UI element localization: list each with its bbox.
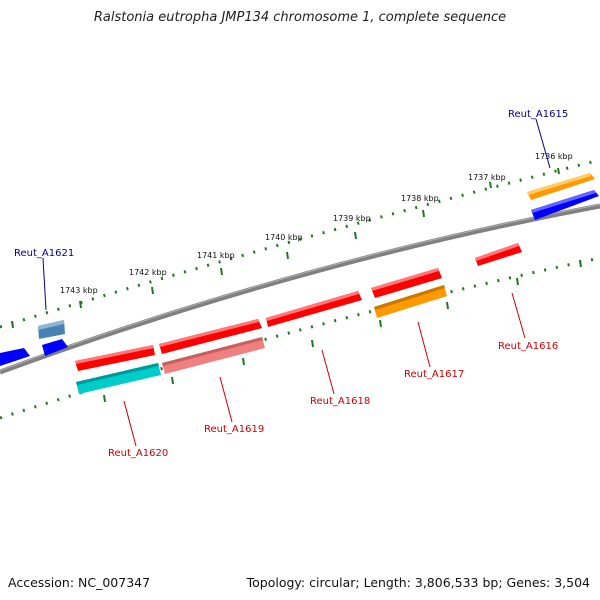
major-ticks bbox=[11, 167, 582, 403]
gene-reut-a1619[interactable] bbox=[162, 337, 265, 374]
kbp-label-1743: 1743 kbp bbox=[60, 286, 98, 295]
kbp-label-1739: 1739 kbp bbox=[333, 214, 371, 223]
kbp-label-1741: 1741 kbp bbox=[197, 251, 235, 260]
gene-forward-3[interactable] bbox=[266, 291, 362, 327]
kbp-label-1737: 1737 kbp bbox=[468, 173, 506, 182]
gene-label-reut-a1619: Reut_A1619 bbox=[204, 424, 264, 435]
gene-forward-5[interactable] bbox=[75, 345, 155, 371]
gene-reut-a1617[interactable] bbox=[374, 285, 447, 318]
inner-tick-ring bbox=[0, 256, 600, 420]
label-leaders bbox=[42, 118, 551, 447]
gene-forward-2[interactable] bbox=[371, 268, 442, 298]
kbp-label-1740: 1740 kbp bbox=[265, 233, 303, 242]
kbp-label-1742: 1742 kbp bbox=[129, 268, 167, 277]
gene-reut-a1621[interactable] bbox=[38, 320, 65, 339]
gene-reut-a1615-blue[interactable] bbox=[531, 190, 599, 220]
gene-forward-1[interactable] bbox=[475, 243, 522, 266]
accession-label: Accession: NC_007347 bbox=[8, 575, 151, 590]
gene-label-reut-a1621: Reut_A1621 bbox=[14, 248, 74, 259]
gene-label-reut-a1616: Reut_A1616 bbox=[498, 341, 558, 352]
outer-tick-ring bbox=[0, 158, 600, 329]
gene-reut-a1620[interactable] bbox=[76, 363, 161, 394]
gene-label-reut-a1620: Reut_A1620 bbox=[108, 448, 168, 459]
gene-label-reut-a1615: Reut_A1615 bbox=[508, 109, 568, 120]
kbp-label-1736: 1736 kbp bbox=[535, 152, 573, 161]
gene-forward-blue-edge[interactable] bbox=[0, 348, 30, 366]
kbp-label-1738: 1738 kbp bbox=[401, 194, 439, 203]
gene-label-reut-a1617: Reut_A1617 bbox=[404, 369, 464, 380]
gene-forward-4[interactable] bbox=[159, 319, 262, 354]
chromosome-backbone-highlight bbox=[0, 204, 600, 371]
chromosome-backbone bbox=[0, 203, 600, 375]
gene-label-reut-a1618: Reut_A1618 bbox=[310, 396, 370, 407]
topology-summary: Topology: circular; Length: 3,806,533 bp… bbox=[246, 575, 590, 590]
gene-forward-blue-small[interactable] bbox=[42, 339, 68, 356]
map-title: Ralstonia eutropha JMP134 chromosome 1, … bbox=[93, 10, 507, 25]
gene-reut-a1615-orange[interactable] bbox=[527, 173, 595, 200]
